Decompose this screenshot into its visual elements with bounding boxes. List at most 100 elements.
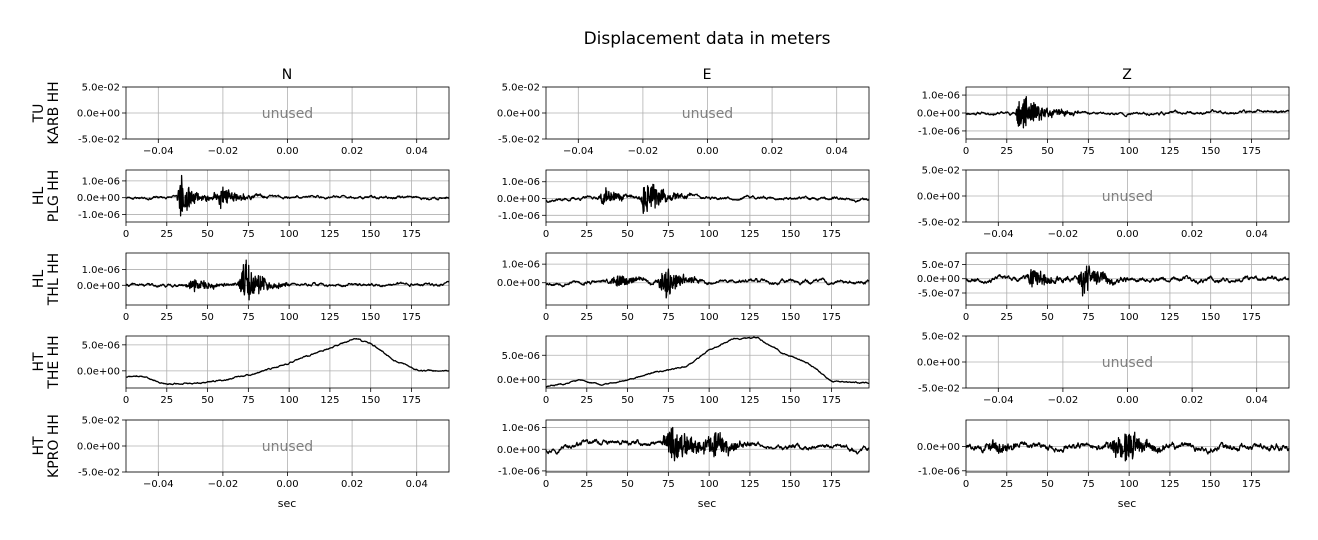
- x-tick-label: 125: [1160, 312, 1179, 323]
- panels: unused −0.04 −0.02 0.00 0.02 0.04 5.0e-02 0.0e+…: [77, 83, 1290, 490]
- y-tick-label: 1.0e-06: [502, 423, 540, 434]
- y-tick-label: -5.0e-02: [498, 135, 540, 146]
- x-tick-label: −0.04: [983, 395, 1014, 406]
- x-tick-label: −0.04: [143, 479, 174, 490]
- displacement-trace: [125, 174, 450, 217]
- x-tick-label: 100: [1120, 312, 1139, 323]
- x-tick-label: 75: [662, 479, 675, 490]
- y-tick-label: 0.0e+00: [77, 366, 120, 377]
- axes-frame: [125, 169, 450, 223]
- axes-frame: [545, 335, 870, 389]
- x-tick-label: 125: [320, 229, 339, 240]
- x-tick-label: 175: [402, 312, 421, 323]
- panel-3-e: 0 25 50 75 100 125 150 175 5.0e-06 0.0e+00: [497, 335, 870, 406]
- displacement-trace: [545, 183, 870, 214]
- x-tick-label: −0.02: [208, 479, 239, 490]
- y-tick-label: 0.0e+00: [497, 278, 540, 289]
- x-tick-label: 0.04: [406, 479, 428, 490]
- row-label-network: HL: [31, 270, 47, 289]
- x-tick-label: 150: [361, 229, 380, 240]
- panel-3-z: unused −0.04 −0.02 0.00 0.02 0.04 5.0e-02 0.0e+…: [917, 332, 1290, 406]
- y-tick-label: -5.0e-02: [918, 218, 960, 229]
- y-tick-label: 1.0e-06: [502, 260, 540, 271]
- y-tick-label: -5.0e-07: [918, 289, 960, 300]
- x-tick-label: 50: [621, 312, 634, 323]
- x-tick-label: −0.04: [143, 146, 174, 157]
- y-tick-label: 0.0e+00: [497, 194, 540, 205]
- displacement-trace: [125, 259, 450, 301]
- x-tick-label: 0: [543, 395, 549, 406]
- displacement-trace: [545, 268, 870, 299]
- x-tick-label: 25: [1000, 146, 1013, 157]
- x-tick-label: 0.00: [1116, 229, 1138, 240]
- x-tick-label: 150: [361, 395, 380, 406]
- unused-label: unused: [682, 106, 733, 122]
- column-title-z: Z: [1122, 67, 1132, 83]
- x-tick-label: 125: [740, 312, 759, 323]
- x-tick-label: −0.02: [208, 146, 239, 157]
- displacement-trace: [125, 337, 450, 386]
- y-tick-label: 0.0e+00: [917, 358, 960, 369]
- y-tick-label: -1.0e-06: [498, 466, 540, 477]
- x-tick-label: 100: [1120, 479, 1139, 490]
- y-tick-label: 0.0e+00: [917, 192, 960, 203]
- y-tick-label: 5.0e-02: [82, 83, 120, 94]
- y-tick-label: 0.0e+00: [77, 281, 120, 292]
- x-tick-label: 75: [1082, 146, 1095, 157]
- x-tick-label: 0.02: [761, 146, 783, 157]
- x-tick-label: 100: [1120, 146, 1139, 157]
- unused-label: unused: [1102, 355, 1153, 371]
- displacement-trace: [545, 426, 870, 462]
- x-tick-label: 50: [1041, 479, 1054, 490]
- y-tick-label: -1.0e-06: [918, 126, 960, 137]
- x-tick-label: 50: [621, 479, 634, 490]
- displacement-trace: [965, 431, 1290, 462]
- row-label-station: THE HH: [46, 335, 62, 389]
- panel-1-z: unused −0.04 −0.02 0.00 0.02 0.04 5.0e-02 0.0e+…: [917, 166, 1290, 240]
- row-label-network: HL: [31, 187, 47, 206]
- y-tick-label: 0.0e+00: [77, 193, 120, 204]
- row-label-station: KPRO HH: [46, 414, 62, 478]
- x-tick-label: 100: [280, 312, 299, 323]
- panel-1-n: 0 25 50 75 100 125 150 175 1.0e-06 0.0e+00 -1.0e-0…: [77, 169, 450, 240]
- y-tick-label: 5.0e-06: [502, 351, 540, 362]
- x-tick-label: 0: [123, 229, 129, 240]
- x-tick-label: 175: [402, 395, 421, 406]
- y-tick-label: 0.0e+00: [497, 375, 540, 386]
- x-tick-label: 0.04: [1246, 229, 1268, 240]
- y-tick-label: 0.0e+00: [77, 109, 120, 120]
- x-tick-label: 50: [201, 312, 214, 323]
- x-axis-label-n: sec: [278, 497, 297, 510]
- y-tick-label: 0.0e+00: [917, 442, 960, 453]
- axes-frame: [545, 252, 870, 306]
- x-tick-label: 0.02: [1181, 395, 1203, 406]
- x-tick-label: 175: [822, 312, 841, 323]
- axes-frame: [125, 335, 450, 389]
- x-tick-label: 0: [123, 312, 129, 323]
- displacement-trace: [965, 96, 1290, 129]
- x-tick-label: 175: [822, 479, 841, 490]
- y-tick-label: -5.0e-02: [78, 135, 120, 146]
- x-tick-label: 150: [1201, 312, 1220, 323]
- x-tick-label: 150: [781, 229, 800, 240]
- x-tick-label: 75: [1082, 312, 1095, 323]
- x-tick-label: 0: [963, 312, 969, 323]
- unused-label: unused: [1102, 189, 1153, 205]
- x-tick-label: 0.00: [276, 479, 298, 490]
- x-tick-label: 0.02: [341, 479, 363, 490]
- panel-2-e: 0 25 50 75 100 125 150 175 1.0e-06 0.0e+00: [497, 252, 870, 323]
- x-tick-label: −0.02: [1048, 229, 1079, 240]
- x-tick-label: 0: [543, 312, 549, 323]
- unused-label: unused: [262, 439, 313, 455]
- x-tick-label: 50: [201, 229, 214, 240]
- row-label-network: HT: [31, 436, 47, 456]
- panel-4-n: unused −0.04 −0.02 0.00 0.02 0.04 5.0e-02 0.0e+…: [77, 416, 450, 490]
- x-tick-label: 175: [1242, 146, 1261, 157]
- x-tick-label: 100: [280, 229, 299, 240]
- axes-frame: [545, 419, 870, 473]
- panel-1-e: 0 25 50 75 100 125 150 175 1.0e-06 0.0e+00 -1.0e-0…: [497, 169, 870, 240]
- axes-frame: [545, 169, 870, 223]
- y-tick-label: 5.0e-02: [922, 166, 960, 177]
- x-tick-label: 150: [781, 479, 800, 490]
